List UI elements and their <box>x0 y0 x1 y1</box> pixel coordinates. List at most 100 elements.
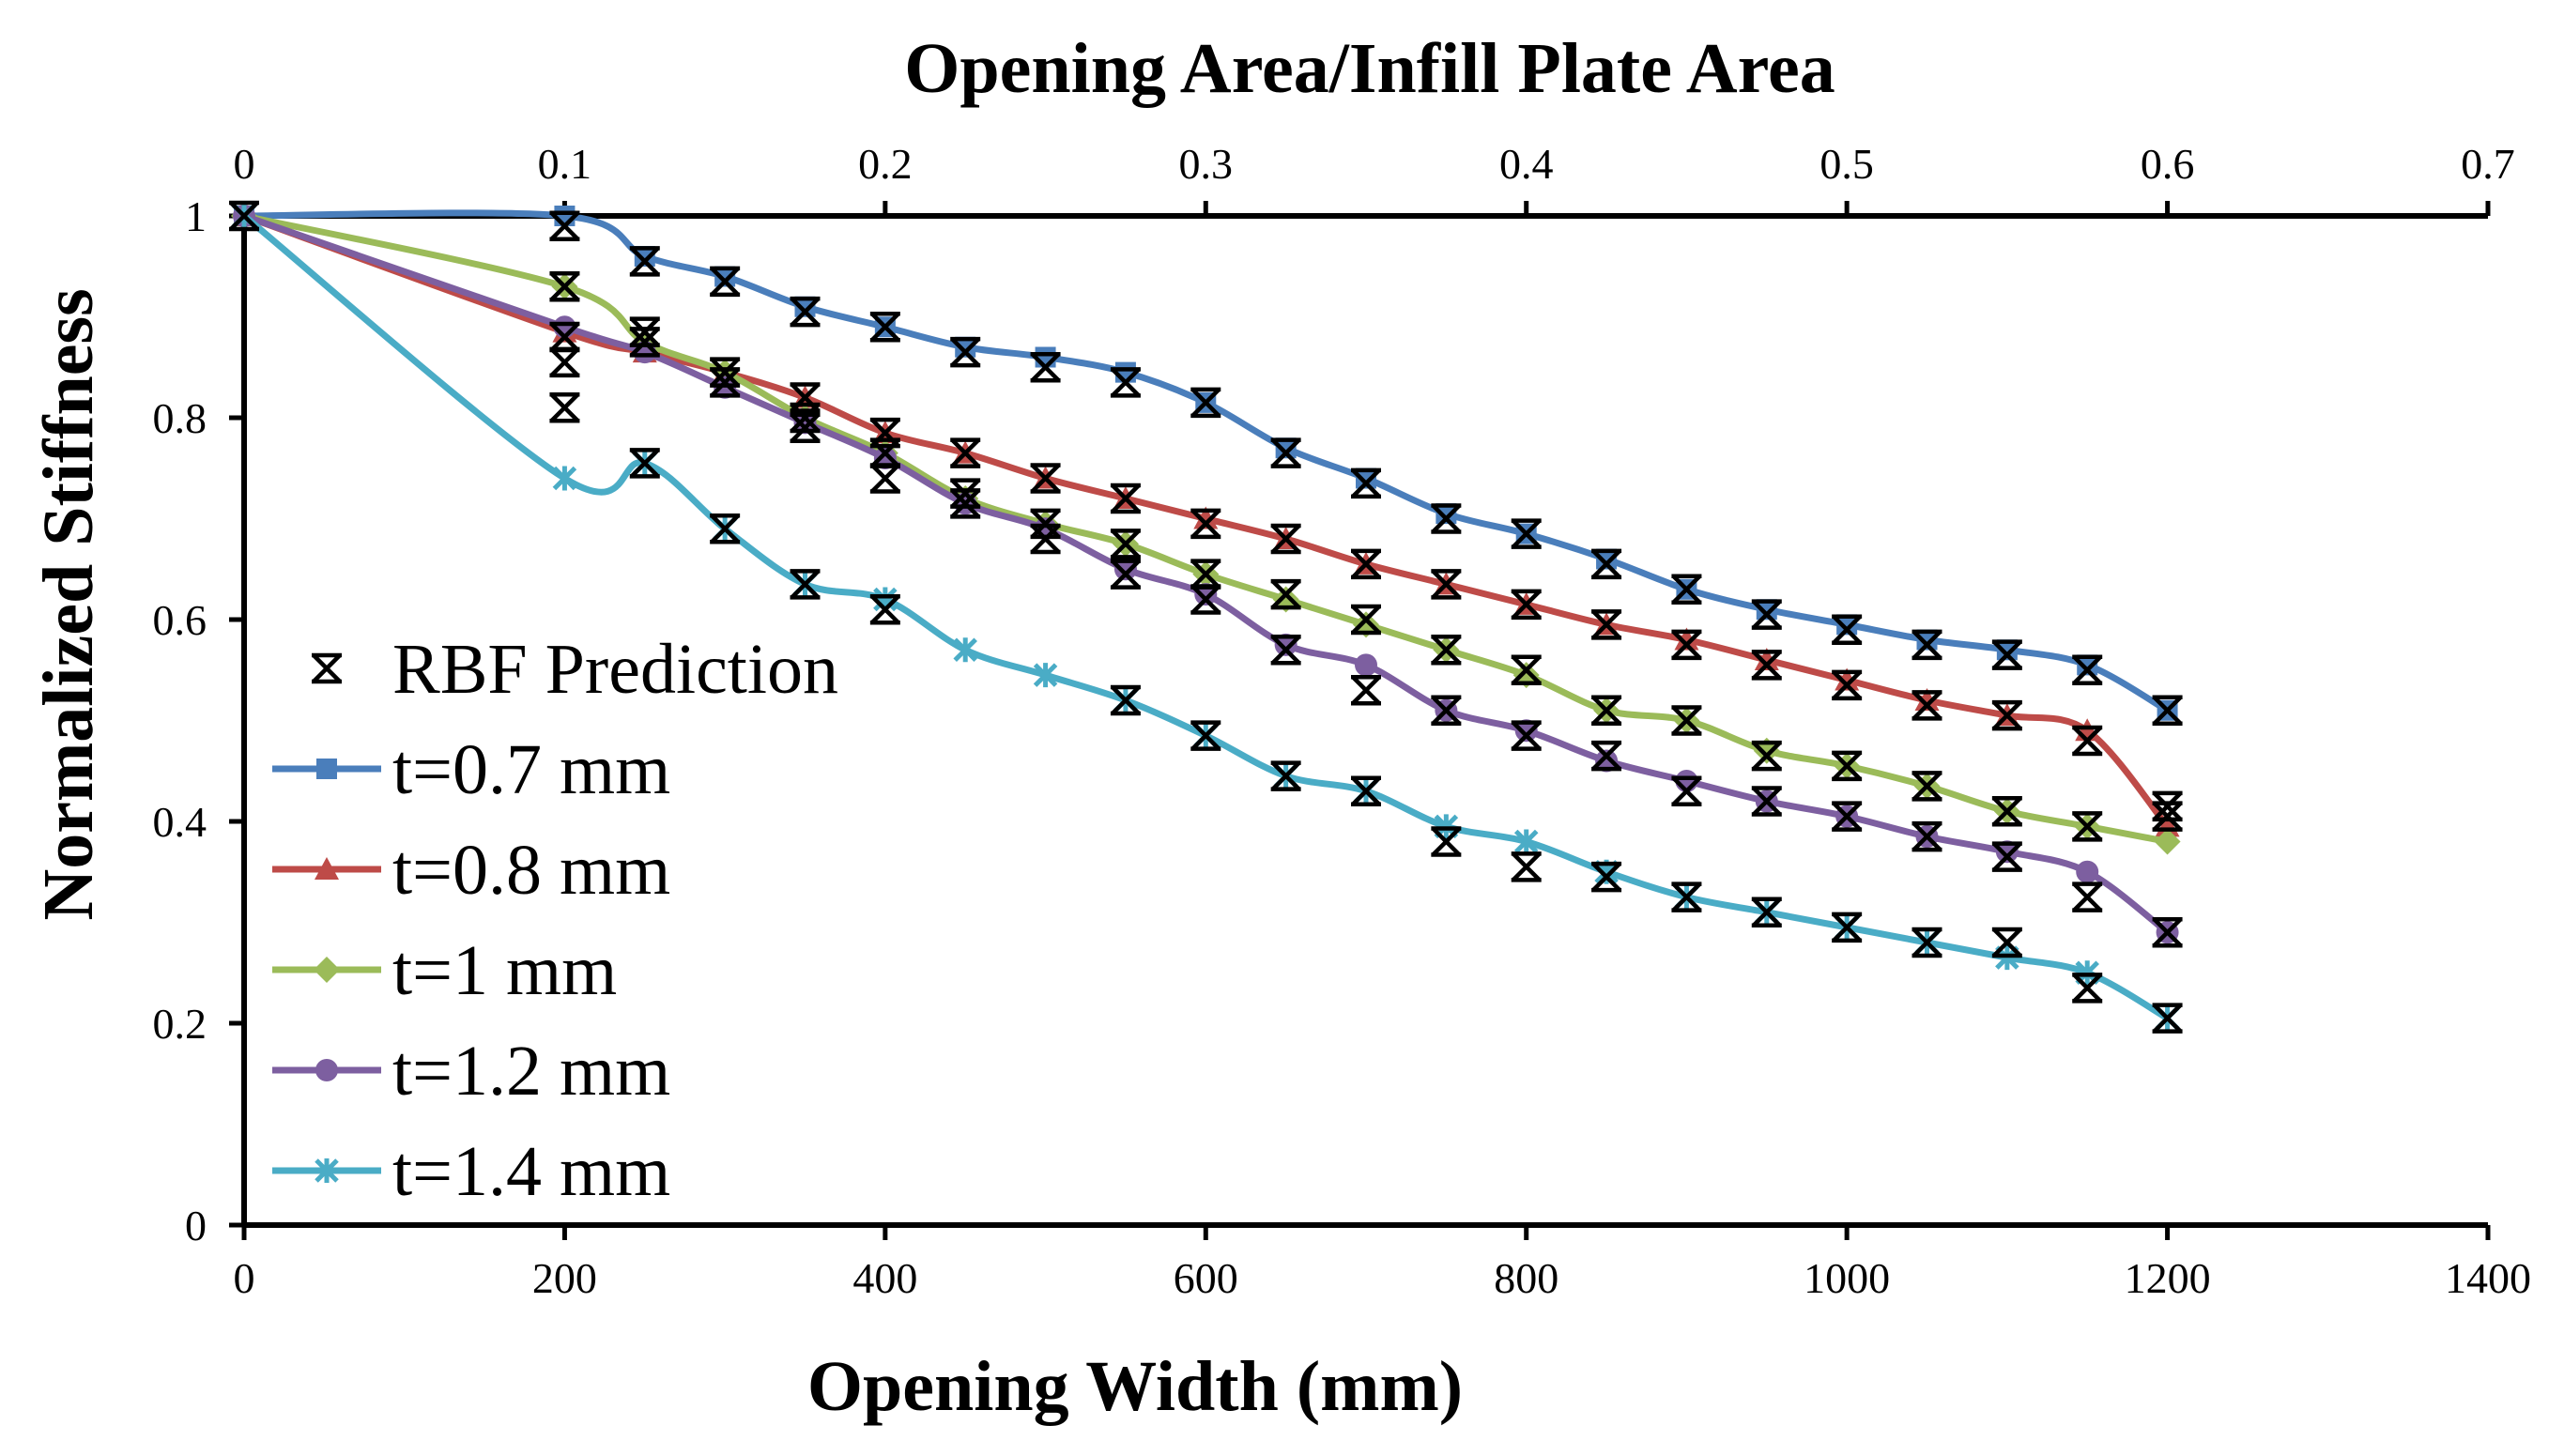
rbf-point <box>950 488 981 519</box>
cross-stroke <box>790 413 821 443</box>
cross-stroke <box>1111 685 1141 715</box>
rbf-point <box>2072 973 2103 1004</box>
rbf-point <box>1270 578 1301 610</box>
rbf-point <box>1110 367 1141 398</box>
rbf-point <box>1190 387 1221 419</box>
rbf-point <box>549 346 580 378</box>
cross-stroke <box>870 594 900 624</box>
rbf-point <box>950 478 981 509</box>
cross-stroke <box>1752 897 1782 927</box>
rbf-point <box>1511 720 1542 751</box>
x2-tick-label: 0 <box>234 140 255 188</box>
rbf-point <box>1591 609 1622 640</box>
legend-label: t=1.2 mm <box>392 1032 670 1111</box>
rbf-point <box>1110 483 1141 514</box>
cross-stroke <box>1190 388 1221 418</box>
cross-stroke <box>1832 912 1862 943</box>
cross-stroke <box>549 271 580 301</box>
cross-stroke <box>229 201 259 231</box>
cross-stroke <box>312 653 342 683</box>
x2-tick-label: 0.5 <box>1819 140 1874 188</box>
series-point <box>1356 467 1376 489</box>
cross-stroke <box>1832 670 1862 700</box>
rbf-point <box>790 296 821 328</box>
cross-stroke <box>1671 630 1702 660</box>
cross-stroke <box>1992 796 2022 826</box>
cross-stroke <box>1351 605 1381 635</box>
series-point <box>714 266 736 287</box>
cross-stroke <box>1030 352 1061 382</box>
cross-stroke <box>2072 811 2102 841</box>
cross-stroke <box>1351 468 1381 498</box>
rbf-point <box>1671 629 1702 661</box>
cross-stroke <box>1512 655 1542 685</box>
rbf-point <box>710 357 741 388</box>
legend-label-rbf: RBF Prediction <box>392 630 838 709</box>
rbf-point <box>1270 760 1301 791</box>
cross-stroke <box>1671 705 1702 736</box>
rbf-point <box>1190 584 1221 615</box>
rbf-point <box>1190 720 1221 751</box>
cross-stroke <box>2152 791 2183 821</box>
x-tick-label: 800 <box>1494 1254 1558 1302</box>
cross-stroke <box>630 246 660 276</box>
rbf-point <box>1431 826 1462 857</box>
cross-stroke <box>1512 851 1542 881</box>
rbf-point <box>1511 518 1542 549</box>
cross-stroke <box>1271 524 1301 554</box>
series-point <box>1916 629 1938 651</box>
cross-stroke <box>2072 882 2102 912</box>
rbf-point <box>790 402 821 434</box>
rbf-point <box>2072 725 2103 757</box>
rbf-point <box>1832 669 1863 701</box>
cross-stroke <box>1030 463 1061 494</box>
x2-tick-label: 0.1 <box>538 140 592 188</box>
cross-stroke <box>549 322 580 352</box>
series-point <box>1193 506 1219 529</box>
rbf-point <box>790 569 821 600</box>
series-point <box>793 411 817 435</box>
x-tick-label: 1000 <box>1804 1254 1890 1302</box>
cross-stroke <box>1351 776 1381 806</box>
rbf-point <box>1991 699 2022 731</box>
cross-stroke <box>1832 751 1862 781</box>
x-tick-label: 1400 <box>2445 1254 2531 1302</box>
cross-stroke <box>1911 630 1942 660</box>
cross-stroke <box>1752 786 1782 817</box>
cross-stroke <box>1030 524 1061 554</box>
rbf-point <box>1671 705 1702 736</box>
cross-stroke <box>549 392 580 422</box>
rbf-point <box>1751 650 1782 681</box>
y-tick-label: 0 <box>185 1202 207 1249</box>
rbf-point <box>1832 750 1863 782</box>
rbf-point <box>229 200 259 232</box>
cross-stroke <box>1832 615 1862 645</box>
cross-stroke <box>1591 549 1621 579</box>
cross-stroke <box>1911 771 1942 801</box>
series-point <box>1274 633 1297 656</box>
rbf-point <box>1431 695 1462 726</box>
series-point <box>2077 654 2098 676</box>
cross-stroke <box>1752 600 1782 630</box>
series-point <box>1835 667 1860 691</box>
series-point <box>1836 614 1858 636</box>
cross-stroke <box>1111 367 1141 397</box>
x-tick-label: 200 <box>532 1254 597 1302</box>
x2-tick-label: 0.3 <box>1179 140 1234 188</box>
series-point <box>1995 840 2019 864</box>
rbf-point <box>1671 881 1702 912</box>
rbf-point <box>1431 503 1462 534</box>
rbf-point <box>1671 574 1702 605</box>
series-point <box>1754 648 1779 670</box>
cross-stroke <box>870 438 900 468</box>
rbf-point <box>1591 548 1622 580</box>
cross-stroke <box>1111 483 1141 513</box>
series-point <box>552 466 577 491</box>
rbf-point <box>1991 841 2022 872</box>
rbf-point <box>1832 614 1863 645</box>
cross-stroke <box>1992 842 2022 872</box>
cross-stroke <box>1591 609 1621 639</box>
cross-stroke <box>1512 519 1542 549</box>
rbf-point <box>1351 675 1381 706</box>
